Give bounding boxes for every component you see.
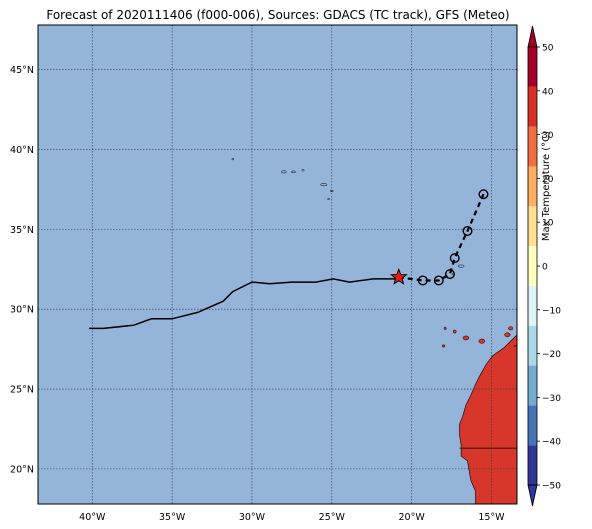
colorbar-segment xyxy=(528,246,537,286)
past-track-line xyxy=(89,276,400,330)
map-panel: 40°W 35°W 30°W 25°W 20°W 15°W 20°N 25°N 30°N 35°N… xyxy=(10,24,518,523)
colorbar-segment xyxy=(528,445,537,485)
lon-tick-label: 15°W xyxy=(478,512,505,523)
lat-tick-label: 20°N xyxy=(10,464,34,475)
lat-tick-label: 30°N xyxy=(10,305,34,316)
colorbar-label: Max Temperature (°C) xyxy=(541,130,552,242)
ocean xyxy=(38,25,517,504)
colorbar-tick-label: −50 xyxy=(542,482,561,492)
colorbar-segment xyxy=(528,47,537,87)
forecast-point-marker xyxy=(433,275,444,286)
lat-tick-label: 25°N xyxy=(10,385,34,396)
forecast-point-marker xyxy=(462,225,473,236)
lon-tick-label: 35°W xyxy=(159,512,186,523)
colorbar-extend-max xyxy=(527,25,538,48)
colorbar-segment xyxy=(528,166,537,207)
colorbar-segment xyxy=(528,285,537,326)
canary-island xyxy=(478,338,486,344)
azores-island xyxy=(231,158,235,161)
madeira-island xyxy=(457,264,465,268)
forecast-point-marker xyxy=(417,275,428,286)
azores-island xyxy=(301,169,305,172)
canary-island xyxy=(452,329,457,334)
forecast-point-marker xyxy=(449,253,460,264)
colorbar: −50 −40 −30 −20 −10 0 10 20 30 40 50 xyxy=(527,25,561,507)
colorbar-tick-label: 10 xyxy=(542,219,554,229)
current-position-star xyxy=(389,268,408,285)
lat-tick-label: 40°N xyxy=(10,145,34,156)
forecast-point-marker xyxy=(478,189,489,200)
colorbar-tick-label: −30 xyxy=(542,394,561,404)
forecast-track-line xyxy=(398,193,485,282)
canary-island xyxy=(441,344,446,348)
africa-coast xyxy=(459,334,517,504)
azores-island xyxy=(327,198,330,200)
colorbar-segment xyxy=(528,405,537,446)
canary-island xyxy=(508,326,514,331)
colorbar-extend-min xyxy=(527,484,538,507)
lat-tick-label: 45°N xyxy=(10,65,34,76)
colorbar-tick-label: 0 xyxy=(542,263,548,273)
colorbar-tick-label: −40 xyxy=(542,438,561,448)
colorbar-tick-label: −10 xyxy=(542,306,561,316)
colorbar-tick-label: 40 xyxy=(542,87,554,97)
colorbar-tick-label: 50 xyxy=(542,44,554,54)
azores-island xyxy=(320,183,328,187)
colorbar-segment xyxy=(528,86,537,127)
canary-island xyxy=(443,326,447,330)
colorbar-segment xyxy=(528,365,537,406)
colorbar-segment xyxy=(528,206,537,247)
azores-island xyxy=(281,170,287,174)
lon-tick-label: 40°W xyxy=(79,512,106,523)
colorbar-segment xyxy=(528,126,537,167)
colorbar-tick-label: 30 xyxy=(542,131,554,141)
lon-tick-label: 30°W xyxy=(239,512,266,523)
forecast-point-marker xyxy=(444,269,455,280)
lon-tick-label: 20°W xyxy=(399,512,426,523)
lat-tick-label: 35°N xyxy=(10,225,34,236)
canary-island xyxy=(504,332,511,338)
colorbar-tick-label: 20 xyxy=(542,175,554,185)
canary-island xyxy=(462,335,470,341)
colorbar-tick-label: −20 xyxy=(542,350,561,360)
azores-island xyxy=(291,170,296,174)
lon-tick-label: 25°W xyxy=(319,512,346,523)
colorbar-segment xyxy=(528,325,537,366)
figure-title: Forecast of 2020111406 (f000-006), Sourc… xyxy=(46,8,510,22)
map-frame xyxy=(37,24,518,505)
